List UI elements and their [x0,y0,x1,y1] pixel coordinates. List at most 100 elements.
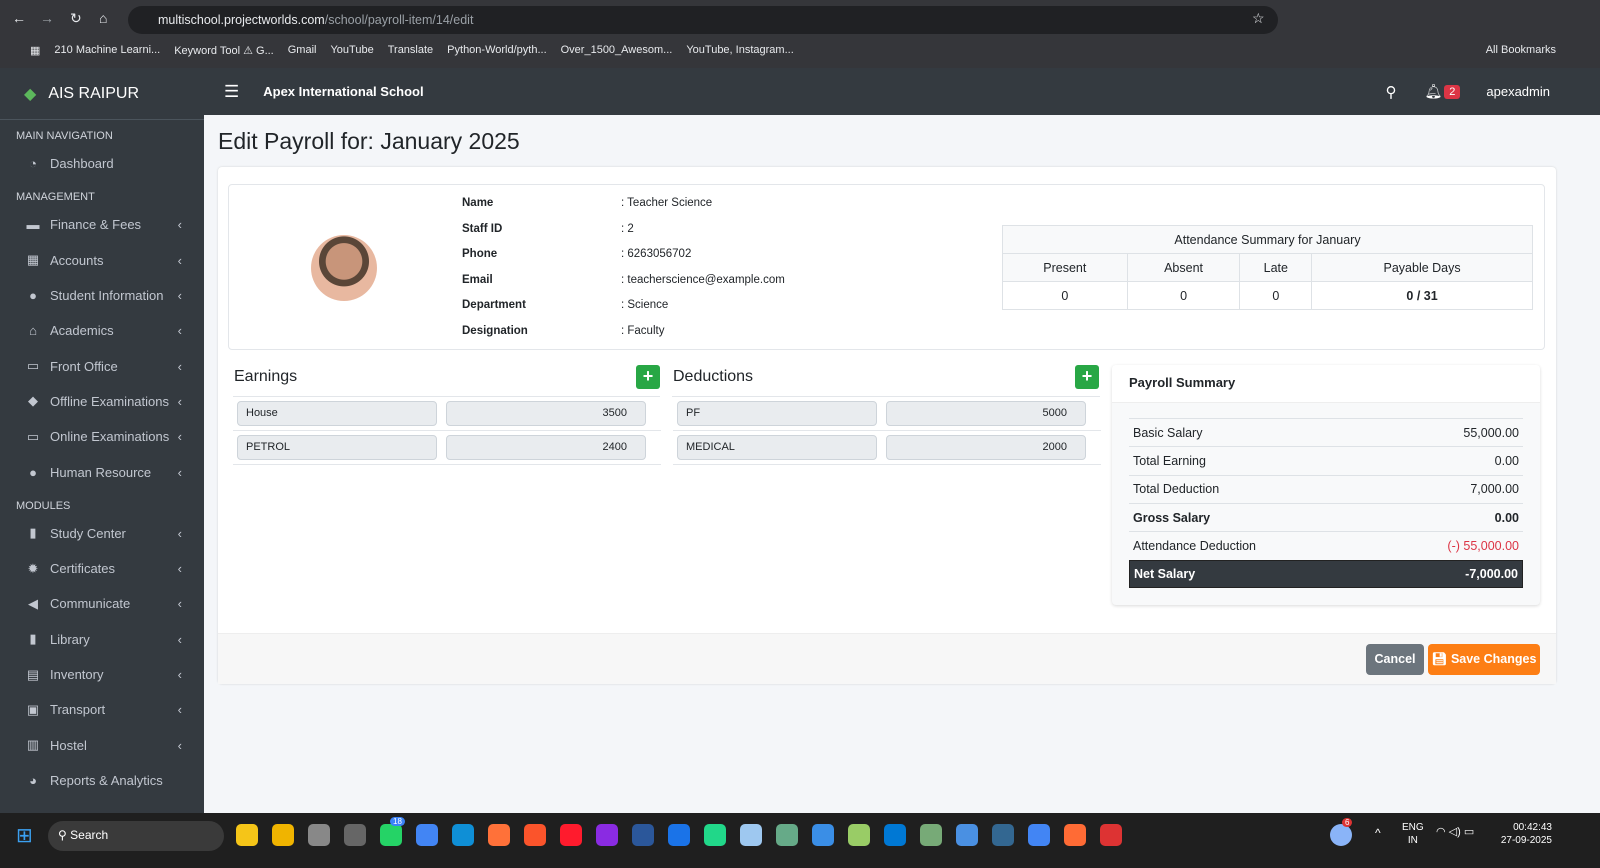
taskbar-app-icon[interactable] [1064,824,1086,846]
forward-icon[interactable]: → [40,10,54,26]
back-icon[interactable]: ← [12,10,26,26]
sidebar-item[interactable]: ◔ Dashboard [0,146,204,181]
sidebar-item-label: Offline Examinations [50,393,169,409]
page-title: Edit Payroll for: January 2025 [218,128,520,154]
summary-value: 7,000.00 [1470,482,1519,497]
summary-label: Gross Salary [1133,510,1211,525]
taskbar-app-icon[interactable] [236,824,258,846]
search-icon[interactable]: ⚲ [1385,83,1397,101]
taskbar-app-icon[interactable] [380,824,402,846]
add-deduction-button[interactable]: + [1075,365,1099,389]
earnings-name-input[interactable]: House [237,401,437,426]
sidebar-item[interactable]: ▣ Transport ‹ [0,692,204,727]
add-earning-button[interactable]: + [636,365,660,389]
sidebar-item-label: Certificates [50,561,116,577]
taskbar-app-icon[interactable] [704,824,726,846]
address-bar[interactable]: multischool.projectworlds.com/school/pay… [128,6,1278,34]
earnings-name-input[interactable]: PETROL [237,435,437,460]
reload-icon[interactable]: ↻ [70,10,82,26]
sidebar-item[interactable]: ✹ Certificates ‹ [0,551,204,586]
all-bookmarks[interactable]: All Bookmarks [1485,44,1556,56]
sidebar-item[interactable]: ▮ Library ‹ [0,622,204,657]
deductions-name-input[interactable]: PF [677,401,877,426]
taskbar-app-icon[interactable] [992,824,1014,846]
col-late: Late [1239,253,1313,282]
late-value: 0 [1239,281,1313,310]
home-icon[interactable]: ⌂ [99,10,108,26]
bookmark[interactable]: Python-World/pyth... [447,44,547,56]
cancel-button[interactable]: Cancel [1366,644,1424,675]
laptop-icon: ▭ [26,428,40,444]
chevron-up-icon[interactable]: ^ [1375,826,1381,840]
taskbar-app-icon[interactable] [308,824,330,846]
search-label: Search [70,828,109,842]
taskbar-app-icon[interactable] [632,824,654,846]
avatar [311,235,377,301]
divider [233,464,661,465]
taskbar-app-icon[interactable] [416,824,438,846]
sidebar-item[interactable]: ▥ Hostel ‹ [0,727,204,762]
taskbar-app-icon[interactable] [920,824,942,846]
bookmark[interactable]: YouTube [330,44,374,56]
bookmark[interactable]: 210 Machine Learni... [54,44,161,56]
save-changes-button[interactable]: 💾︎ Save Changes [1428,644,1540,675]
bookmark[interactable]: Over_1500_Awesom... [560,44,673,56]
sidebar-item[interactable]: ▤ Inventory ‹ [0,657,204,692]
user-menu[interactable]: apexadmin [1486,84,1550,99]
taskbar-app-icon[interactable] [488,824,510,846]
earnings-amount-input[interactable]: 2400 [446,435,646,460]
form-footer: Cancel 💾︎ Save Changes [218,633,1556,684]
sidebar-item[interactable]: ▦ Accounts ‹ [0,243,204,278]
taskbar-app-icon[interactable] [344,824,366,846]
windows-start-icon[interactable]: ⊞ [16,825,33,847]
sidebar-item[interactable]: ● Student Information ‹ [0,278,204,313]
star-icon[interactable]: ☆ [1252,10,1265,26]
bell-icon[interactable]: 🔔︎ [1424,83,1443,99]
bookmark[interactable]: YouTube, Instagram... [686,44,794,56]
deductions-amount-input[interactable]: 2000 [886,435,1086,460]
taskbar-app-icon[interactable] [452,824,474,846]
wifi-volume-battery-icon[interactable]: ◠ ◁) ▭ [1436,826,1475,838]
apps-icon[interactable]: ▦ [30,44,41,57]
sidebar-item[interactable]: ◕ Reports & Analytics [0,763,204,798]
taskbar-app-icon[interactable] [740,824,762,846]
bookmark[interactable]: Keyword Tool ⚠ G... [174,44,274,57]
dashboard-icon: ◔ [29,156,37,172]
deductions-name-input[interactable]: MEDICAL [677,435,877,460]
taskbar-app-icon[interactable] [812,824,834,846]
taskbar-app-icon[interactable] [1100,824,1122,846]
weather-icon[interactable] [1330,824,1352,846]
sidebar-item[interactable]: ● Human Resource ‹ [0,454,204,489]
taskbar-app-icon[interactable] [884,824,906,846]
bookmark[interactable]: Translate [387,44,434,56]
taskbar-app-icon[interactable] [1028,824,1050,846]
bookmark[interactable]: Gmail [287,44,317,56]
taskbar-app-icon[interactable] [272,824,294,846]
attendance-title: Attendance Summary for January [1002,225,1533,254]
summary-label: Basic Salary [1133,425,1203,440]
brand[interactable]: ◆ AIS RAIPUR [0,68,204,120]
taskbar-app-icon[interactable] [956,824,978,846]
taskbar-app-icon[interactable] [524,824,546,846]
earnings-amount-input[interactable]: 3500 [446,401,646,426]
taskbar-search[interactable]: ⚲ Search [48,821,224,851]
chevron-left-icon: ‹ [177,596,182,612]
taskbar-app-icon[interactable] [596,824,618,846]
sidebar-item[interactable]: ◆ Offline Examinations ‹ [0,384,204,419]
taskbar-app-icon[interactable] [848,824,870,846]
taskbar-app-icon[interactable] [560,824,582,846]
sidebar-item[interactable]: ▭ Front Office ‹ [0,348,204,383]
sidebar-item[interactable]: ◀ Communicate ‹ [0,586,204,621]
sidebar-item[interactable]: ▭ Online Examinations ‹ [0,419,204,454]
deductions-amount-input[interactable]: 5000 [886,401,1086,426]
clock[interactable]: 00:42:43 27-09-2025 [1500,821,1552,847]
sidebar-item[interactable]: ▮ Study Center ‹ [0,516,204,551]
sidebar-item[interactable]: ▬ Finance & Fees ‹ [0,207,204,242]
sidebar-item[interactable]: ⌂ Academics ‹ [0,313,204,348]
menu-toggle-icon[interactable]: ☰ [224,81,240,101]
profile-label: Name [462,197,494,209]
taskbar-app-icon[interactable] [776,824,798,846]
language-indicator[interactable]: ENG IN [1402,821,1424,847]
url-host: multischool.projectworlds.com [158,13,325,27]
taskbar-app-icon[interactable] [668,824,690,846]
